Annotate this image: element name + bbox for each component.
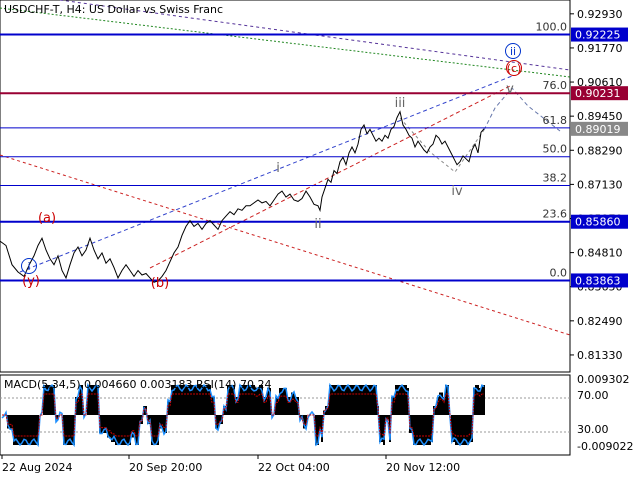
wave-label-circle — [505, 43, 521, 59]
wave-label: (b) — [151, 276, 169, 291]
indicator-tick-label: 70.00 — [577, 389, 609, 402]
time-axis: 22 Aug 2024 20 Sep 20:00 22 Oct 04:00 20 No… — [1, 455, 460, 474]
wave-iv-path — [399, 117, 485, 173]
wave-label: (y) — [22, 274, 40, 289]
price-tick-label: 0.81330 — [577, 349, 623, 362]
price-badge — [571, 27, 628, 42]
wave-label: ii — [510, 45, 516, 58]
price-badge-label: 0.90231 — [575, 87, 621, 100]
purple-dotted-trendline — [59, 0, 571, 71]
indicator-tick-label: 0.009302 — [577, 373, 630, 386]
price-tick-label: 0.84810 — [577, 247, 623, 260]
price-badge-label: 0.83863 — [575, 274, 621, 287]
price-tick-label: 0.82490 — [577, 315, 623, 328]
wave-label: iii — [395, 96, 406, 111]
wave-label: v — [506, 82, 514, 97]
indicator-scale: 0.009302 70.00 30.00 -0.009022 — [577, 373, 633, 453]
price-badge-label: 0.92225 — [575, 29, 621, 42]
red-channel-line — [149, 84, 513, 269]
projection-path — [483, 87, 561, 132]
fib-level-label: 23.6 — [543, 208, 568, 221]
indicator-tick-label: -0.009022 — [577, 440, 633, 453]
price-line — [0, 110, 485, 283]
price-badge — [571, 121, 628, 136]
time-tick-label: 22 Aug 2024 — [2, 461, 72, 474]
fibonacci-levels: 100.0 76.0 61.8 50.0 38.2 23.6 0.0 — [0, 21, 570, 282]
price-badge — [571, 86, 628, 101]
wave-label: (c) — [507, 62, 522, 75]
price-tick-label: 0.91770 — [577, 42, 623, 55]
price-tick-label: 0.92930 — [577, 8, 623, 21]
wave-label: ii — [314, 217, 321, 232]
price-badges: 0.92225 0.90231 0.89019 0.85860 0.83863 — [571, 27, 628, 288]
fib-level-label: 38.2 — [543, 172, 568, 185]
wave-label: (a) — [38, 211, 56, 226]
fib-level-label: 50.0 — [543, 143, 568, 156]
price-tick-label: 0.90610 — [577, 76, 623, 89]
price-tick-label: 0.87130 — [577, 178, 623, 191]
macd-signal-line — [2, 393, 484, 438]
wave-label-circle — [21, 258, 37, 274]
price-badge-label: 0.89019 — [575, 123, 621, 136]
wave-label: i — [27, 260, 30, 273]
chart-title: USDCHF-T, H4: US Dollar vs Swiss Franc — [4, 3, 223, 16]
price-scale: 0.92930 0.91770 0.90610 0.89450 0.88290 0.871… — [570, 8, 623, 362]
price-badge — [571, 214, 628, 229]
price-tick-label: 0.88290 — [577, 144, 623, 157]
price-badge-label: 0.85860 — [575, 216, 621, 229]
blue-channel-top — [19, 75, 513, 273]
fib-level-label: 0.0 — [550, 266, 568, 279]
fib-level-label: 76.0 — [543, 79, 568, 92]
time-tick-label: 20 Nov 12:00 — [386, 461, 460, 474]
indicator-title: MACD(5,34,5) 0.004660 0.003183 RSI(14) 7… — [4, 378, 271, 391]
wave-label: iv — [451, 184, 463, 199]
fib-level-label: 61.8 — [543, 114, 568, 127]
wave-label: i — [276, 161, 280, 176]
price-badge — [571, 273, 628, 288]
indicator-tick-label: 30.00 — [577, 423, 609, 436]
price-tick-label: 0.89450 — [577, 110, 623, 123]
wave-label-circle — [506, 60, 522, 76]
red-descending-channel — [0, 154, 571, 336]
time-tick-label: 22 Oct 04:00 — [258, 461, 330, 474]
fib-level-label: 100.0 — [536, 21, 568, 34]
time-tick-label: 20 Sep 20:00 — [129, 461, 202, 474]
